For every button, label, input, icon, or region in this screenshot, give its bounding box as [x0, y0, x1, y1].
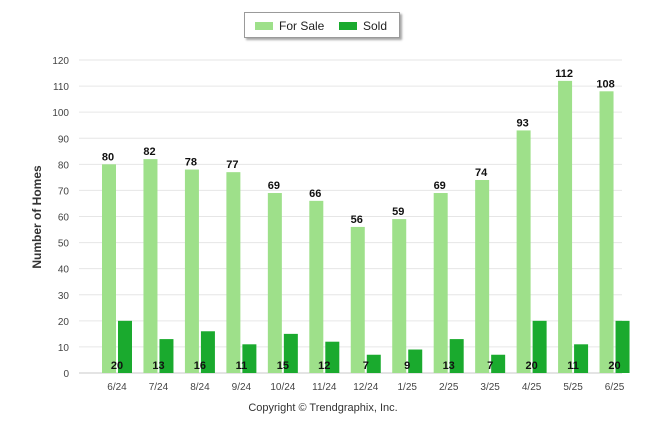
bar-sold — [200, 331, 215, 373]
y-tick-label: 110 — [53, 82, 69, 93]
x-tick-label: 7/24 — [149, 382, 169, 393]
data-label-sold: 20 — [525, 360, 537, 372]
bar-sold — [491, 354, 506, 373]
x-tick-label: 6/25 — [605, 382, 625, 393]
y-tick-label: 0 — [63, 369, 69, 380]
data-label-for-sale: 66 — [309, 188, 321, 200]
bar-for-sale — [309, 200, 324, 373]
bar-for-sale — [226, 172, 241, 373]
x-tick-label: 3/25 — [480, 382, 500, 393]
y-tick-label: 80 — [58, 160, 70, 171]
x-tick-label: 12/24 — [353, 382, 378, 393]
bar-sold — [242, 344, 257, 373]
bar-for-sale — [184, 169, 199, 373]
data-label-sold: 20 — [608, 360, 620, 372]
data-label-sold: 7 — [363, 360, 369, 372]
legend-label-for-sale: For Sale — [279, 19, 325, 33]
bar-sold — [408, 349, 423, 373]
data-label-for-sale: 112 — [555, 68, 573, 80]
bar-for-sale — [143, 159, 158, 373]
bar-for-sale — [102, 164, 116, 373]
y-tick-label: 20 — [58, 317, 70, 328]
data-label-for-sale: 78 — [185, 157, 197, 169]
bar-for-sale — [267, 193, 282, 373]
bar-for-sale — [516, 130, 531, 373]
x-tick-label: 1/25 — [397, 382, 417, 393]
bar-sold — [325, 341, 340, 373]
bar-sold — [449, 339, 464, 373]
x-tick-label: 2/25 — [439, 382, 459, 393]
bar-for-sale — [392, 219, 407, 373]
data-label-for-sale: 69 — [268, 180, 280, 192]
data-label-sold: 16 — [194, 360, 206, 372]
data-label-sold: 13 — [443, 360, 455, 372]
data-label-for-sale: 74 — [475, 167, 488, 179]
legend: For Sale Sold — [244, 12, 400, 38]
data-label-sold: 7 — [487, 360, 493, 372]
legend-item-for-sale[interactable]: For Sale — [255, 19, 324, 33]
bar-for-sale — [599, 91, 614, 374]
y-tick-label: 30 — [58, 291, 70, 302]
y-axis-label: Number of Homes — [30, 165, 44, 269]
y-tick-label: 40 — [58, 265, 70, 276]
legend-label-sold: Sold — [363, 19, 388, 33]
y-tick-label: 90 — [58, 134, 70, 145]
bar-sold — [366, 354, 381, 373]
data-label-sold: 9 — [404, 360, 410, 372]
data-label-sold: 20 — [111, 360, 123, 372]
y-tick-label: 70 — [58, 186, 70, 197]
bar-for-sale — [558, 80, 573, 373]
bar-sold — [615, 320, 630, 373]
data-label-sold: 15 — [277, 360, 289, 372]
data-label-sold: 11 — [236, 360, 248, 372]
data-label-sold: 12 — [318, 360, 330, 372]
data-label-for-sale: 108 — [596, 78, 614, 90]
x-tick-label: 11/24 — [312, 382, 337, 393]
bar-series — [102, 80, 630, 374]
y-tick-label: 50 — [58, 239, 70, 250]
gridlines — [79, 59, 622, 374]
bar-for-sale — [350, 226, 365, 373]
x-tick-label: 6/24 — [107, 382, 127, 393]
x-tick-label: 5/25 — [563, 382, 583, 393]
bar-sold — [532, 320, 547, 373]
data-label-sold: 11 — [567, 360, 579, 372]
data-label-sold: 13 — [152, 360, 164, 372]
data-label-for-sale: 59 — [392, 206, 404, 218]
x-tick-label: 4/25 — [522, 382, 542, 393]
data-label-for-sale: 77 — [226, 159, 238, 171]
bar-sold — [283, 333, 298, 373]
bar-for-sale — [475, 179, 490, 373]
y-tick-label: 100 — [52, 108, 69, 119]
y-tick-label: 10 — [58, 343, 70, 354]
legend-item-sold[interactable]: Sold — [339, 19, 387, 33]
data-label-for-sale: 93 — [516, 117, 528, 129]
legend-swatch-for-sale — [255, 22, 273, 30]
x-axis-tick-labels: 6/24 7/24 8/24 9/24 10/24 11/24 12/24 1/25 2/25 3… — [107, 382, 624, 393]
y-axis-tick-labels: 0 10 20 30 40 50 60 70 80 90 100 110 120 — [52, 56, 69, 380]
copyright-text: Copyright © Trendgraphix, Inc. — [248, 402, 398, 414]
data-labels: 80 20 82 13 78 16 77 11 69 15 66 12 56 7 59 9 69 13 74 7 93 2… — [102, 68, 621, 372]
bar-for-sale — [433, 193, 448, 373]
x-tick-label: 9/24 — [232, 382, 252, 393]
data-label-for-sale: 56 — [351, 214, 363, 226]
y-tick-label: 120 — [52, 56, 69, 67]
data-label-for-sale: 82 — [143, 146, 155, 158]
data-label-for-sale: 80 — [102, 151, 114, 163]
bar-sold — [159, 339, 174, 373]
bar-sold — [574, 344, 589, 373]
legend-swatch-sold — [339, 22, 357, 30]
y-tick-label: 60 — [58, 213, 70, 224]
data-label-for-sale: 69 — [434, 180, 446, 192]
x-tick-label: 10/24 — [270, 382, 295, 393]
bar-sold — [118, 320, 132, 373]
x-tick-label: 8/24 — [190, 382, 210, 393]
